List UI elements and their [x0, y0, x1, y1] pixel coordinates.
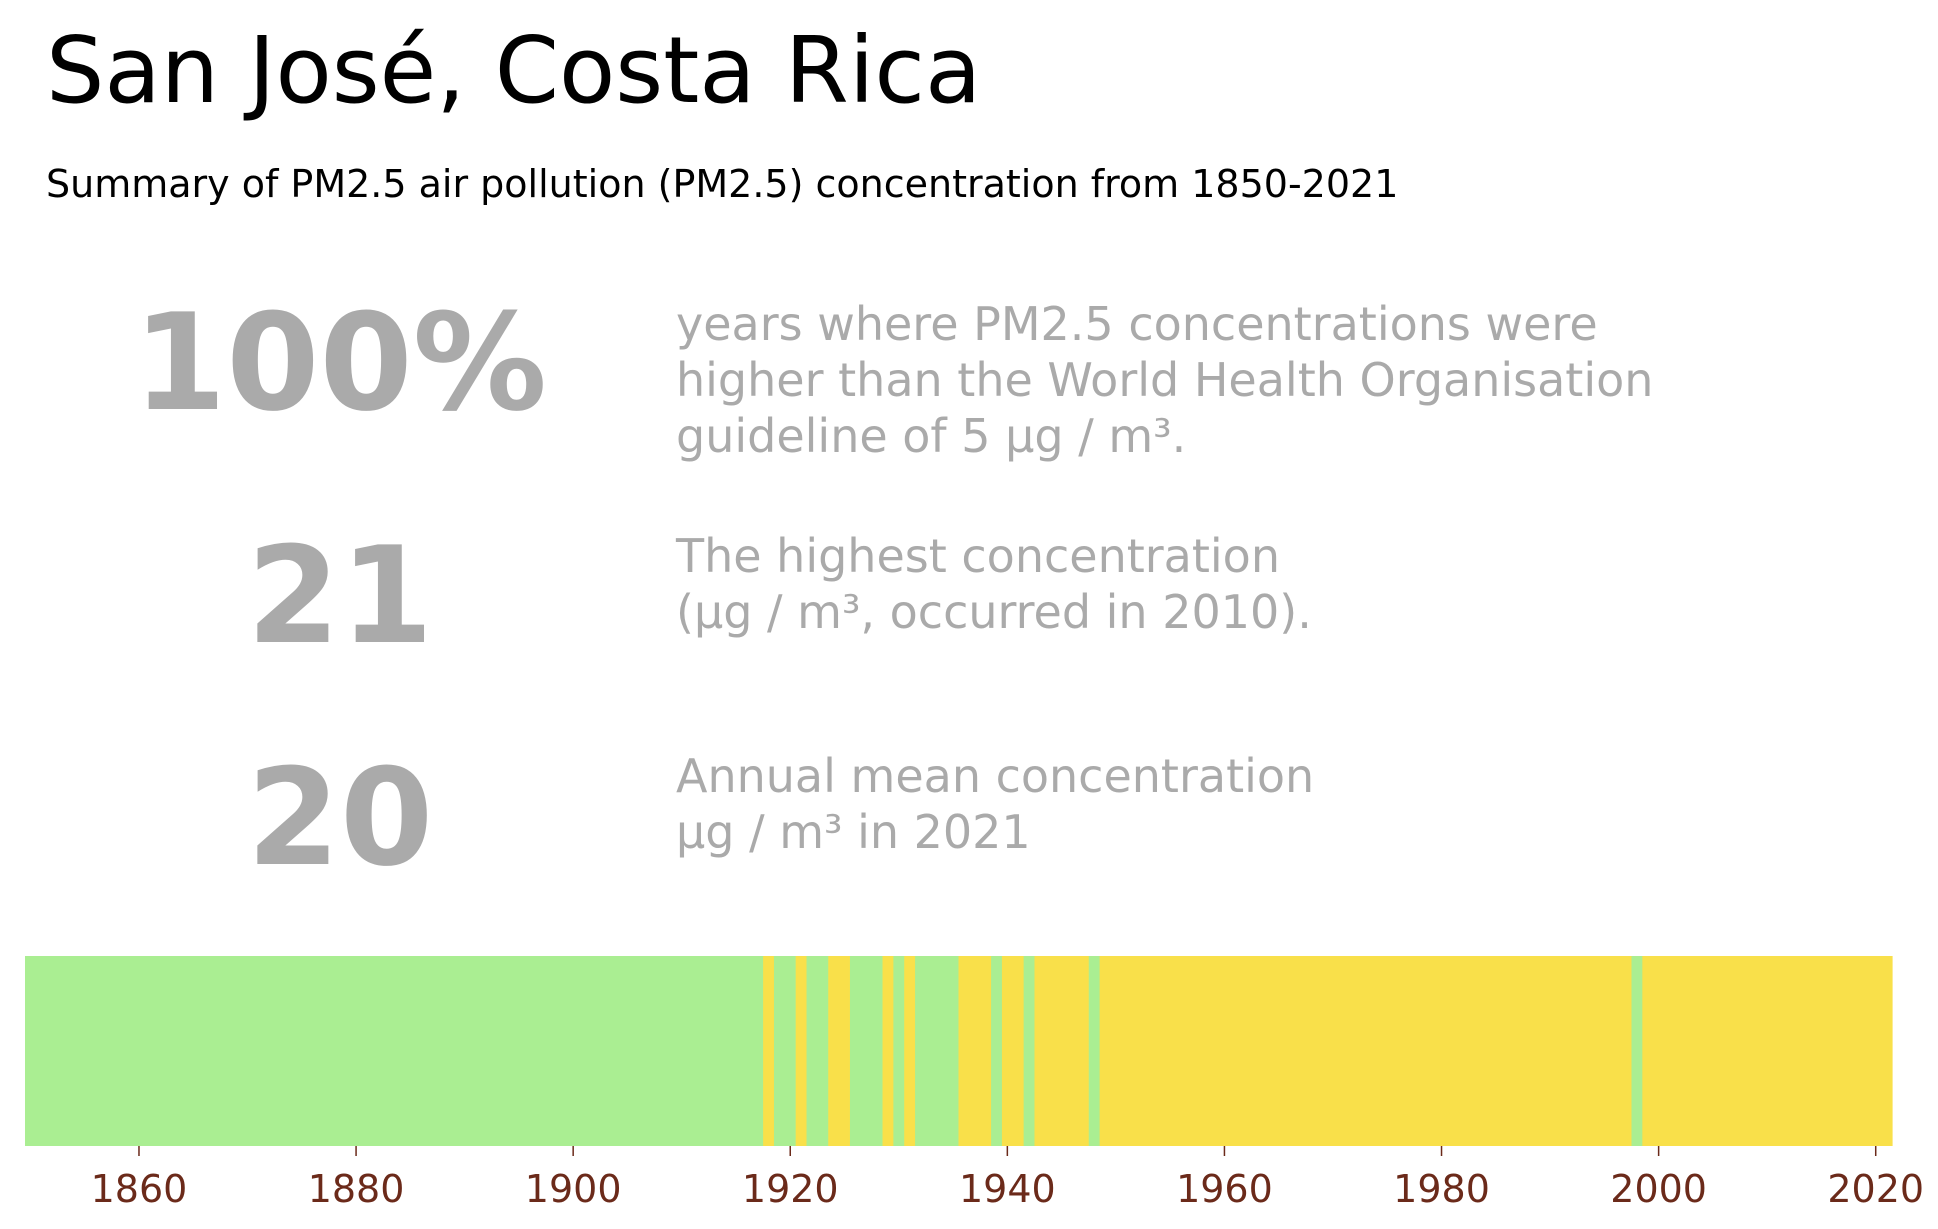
stripe-segment	[1642, 956, 1893, 1146]
stat-highest-value: 21	[246, 518, 434, 674]
stripe-segment	[828, 956, 851, 1146]
x-tick-label: 1980	[1393, 1167, 1490, 1211]
stat-mean-line: Annual mean concentration	[676, 749, 1315, 803]
stripe-segment	[1631, 956, 1643, 1146]
stripe-segment	[991, 956, 1003, 1146]
stat-highest-line: The highest concentration	[676, 529, 1280, 583]
stripe-segment	[806, 956, 829, 1146]
x-tick-label: 1920	[742, 1167, 839, 1211]
stripe-segment	[958, 956, 992, 1146]
stripe-segment	[849, 956, 884, 1146]
x-tick-label: 1960	[1176, 1167, 1273, 1211]
x-tick-label: 1860	[91, 1167, 188, 1211]
stripe-segment	[893, 956, 905, 1146]
stat-highest-line: (µg / m³, occurred in 2010).	[676, 585, 1312, 639]
stripe-segment	[904, 956, 916, 1146]
x-tick-label: 1880	[308, 1167, 405, 1211]
stat-exceedance-line: higher than the World Health Organisatio…	[676, 353, 1654, 407]
stripe-segment	[1001, 956, 1025, 1146]
x-tick-label: 1900	[525, 1167, 622, 1211]
stripe-segment	[915, 956, 960, 1146]
page-subtitle: Summary of PM2.5 air pollution (PM2.5) c…	[46, 162, 1399, 206]
pollution-stripes-chart: 1860 1880 1900 1920 1940 1960 1980 2000 2020	[25, 956, 1924, 1211]
stat-mean-description: Annual mean concentration µg / m³ in 202…	[676, 748, 1314, 860]
stripe-segment	[1023, 956, 1036, 1146]
stat-exceedance-description: years where PM2.5 concentrations were hi…	[676, 296, 1653, 464]
stripe-segment	[795, 956, 808, 1146]
stripe-segment	[25, 956, 764, 1146]
stripe-segment	[1034, 956, 1090, 1146]
stripe-segment	[763, 956, 775, 1146]
stripe-segment	[1088, 956, 1101, 1146]
stat-exceedance-line: guideline of 5 µg / m³.	[676, 409, 1187, 463]
x-tick-label: 2020	[1827, 1167, 1924, 1211]
stripe-segment	[882, 956, 894, 1146]
stripe-segment	[1099, 956, 1633, 1146]
stat-exceedance-line: years where PM2.5 concentrations were	[676, 297, 1598, 351]
stat-highest-description: The highest concentration (µg / m³, occu…	[676, 528, 1312, 640]
stripe-bars	[25, 956, 1893, 1146]
stripe-segment	[773, 956, 797, 1146]
x-axis: 1860 1880 1900 1920 1940 1960 1980 2000 2020	[91, 1146, 1924, 1211]
x-tick-label: 2000	[1610, 1167, 1707, 1211]
stat-mean-value: 20	[246, 740, 434, 896]
x-tick-label: 1940	[959, 1167, 1056, 1211]
page-title: San José, Costa Rica	[46, 17, 982, 124]
stat-exceedance-value: 100%	[133, 285, 547, 441]
stat-mean-line: µg / m³ in 2021	[676, 805, 1031, 859]
